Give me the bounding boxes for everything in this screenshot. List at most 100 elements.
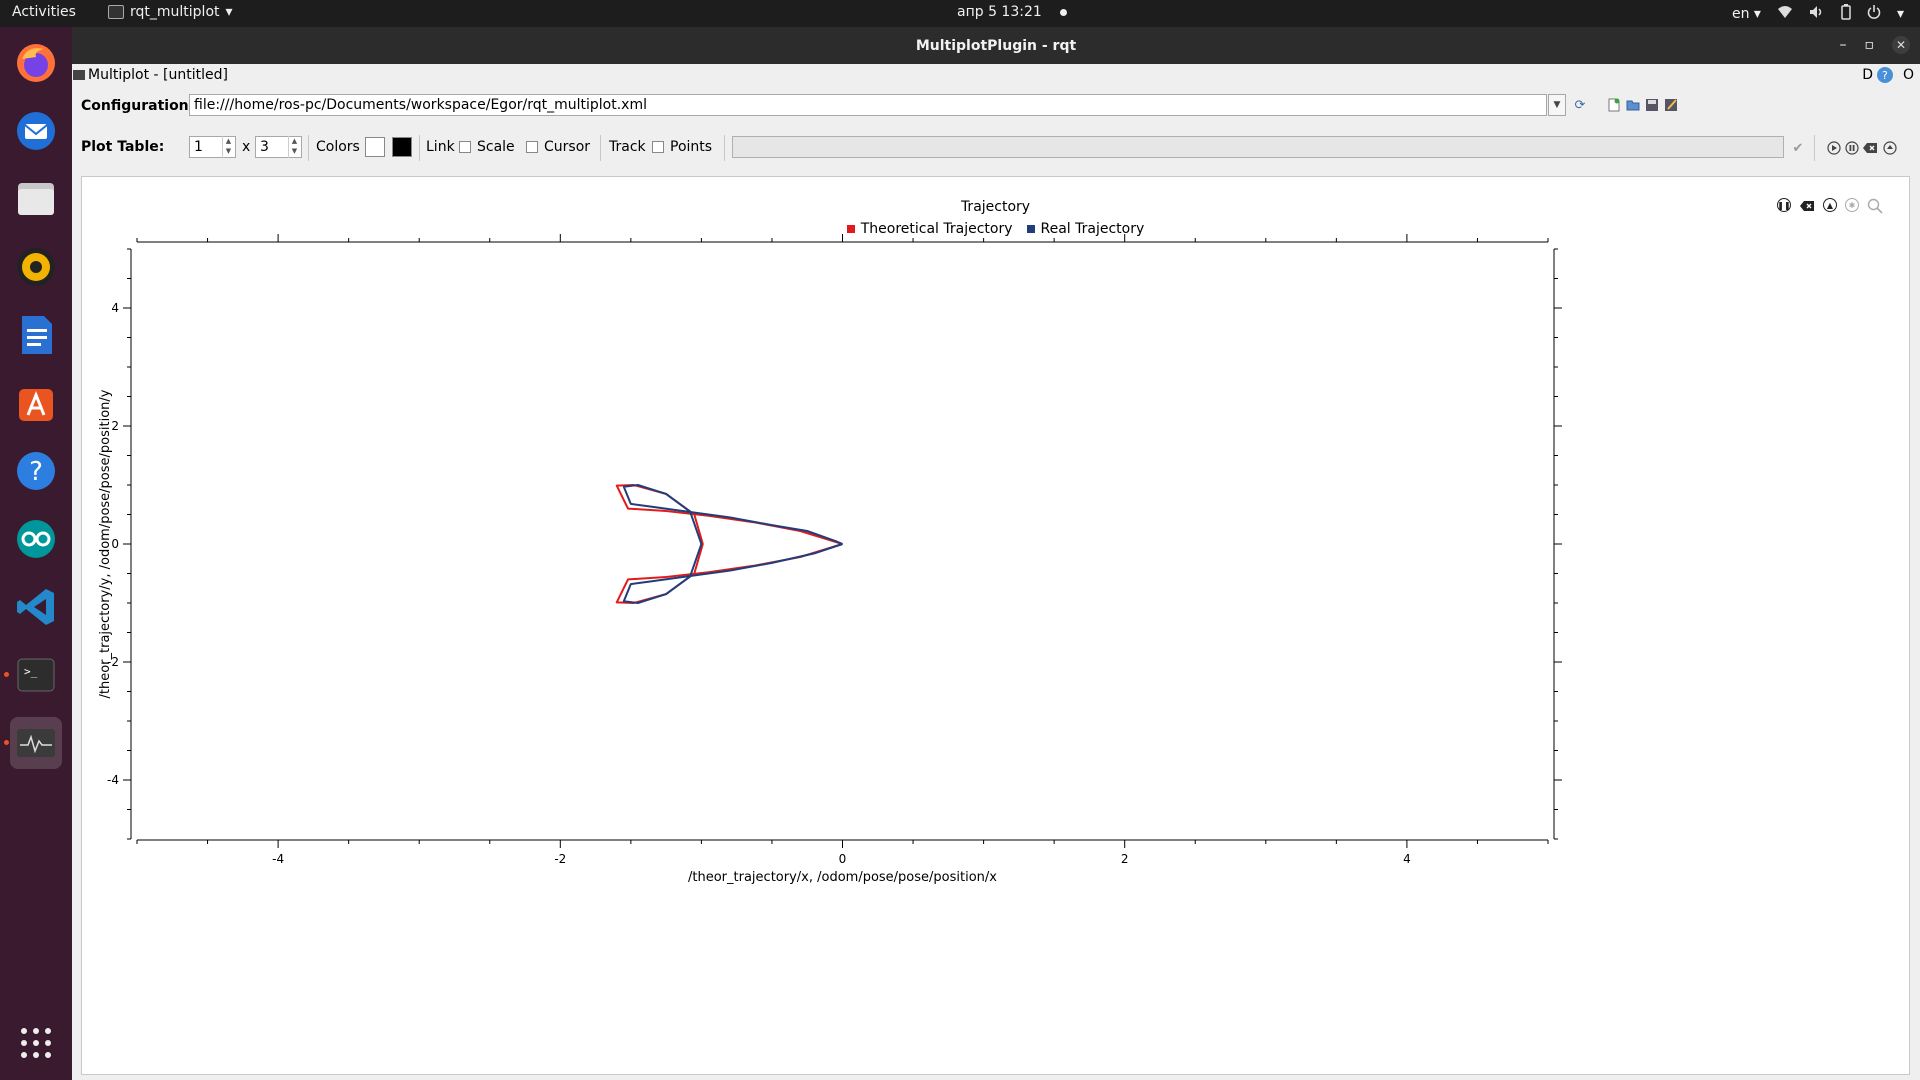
app-menu-label: rqt_multiplot [130, 4, 220, 20]
pause-plot-icon[interactable]: ❚❚ [1777, 198, 1791, 212]
zoom-plot-icon[interactable] [1867, 198, 1883, 218]
trajectory-chart[interactable]: -4 -2 0 2 4 -4 -2 0 2 4/theor_trajectory/x, /odom… [82, 177, 1909, 1074]
scale-label: Scale [477, 139, 515, 155]
notification-dot-icon [1059, 8, 1067, 16]
battery-icon[interactable] [1841, 4, 1851, 24]
settings-plot-icon[interactable]: ✱ [1845, 198, 1859, 212]
open-config-icon[interactable] [1625, 97, 1641, 113]
close-dockwidget-button[interactable]: O [1902, 67, 1914, 83]
legend-swatch [846, 225, 855, 233]
cursor-checkbox[interactable] [526, 141, 538, 153]
dockwidget-titlebar: Multiplot - [untitled] D ? O [72, 65, 1920, 85]
system-tray: en ▾ ▾ [1732, 4, 1904, 24]
dockwidget-title: Multiplot - [untitled] [88, 67, 228, 83]
clock[interactable]: апр 5 13:21 [957, 4, 1067, 20]
pause-all-icon[interactable] [1844, 140, 1860, 156]
network-icon[interactable] [1777, 5, 1793, 23]
separator [419, 135, 420, 161]
window-title: MultiplotPlugin - rqt [915, 37, 1077, 54]
y-tick-label: 4 [111, 301, 119, 315]
writer-icon[interactable] [10, 309, 62, 361]
checkmark-icon[interactable]: ✔ [1792, 140, 1804, 156]
activities-button[interactable]: Activities [12, 4, 76, 20]
minimize-icon[interactable]: – [1839, 37, 1847, 53]
x-tick-label: 0 [839, 852, 847, 866]
rows-spinbox-arrows[interactable]: ▲ ▼ [222, 136, 234, 158]
y-axis-title: /theor_trajectory/y, /odom/pose/pose/pos… [98, 389, 113, 698]
clock-label: апр 5 13:21 [957, 4, 1042, 20]
dock-toggle-button[interactable]: D [1862, 67, 1873, 83]
plot-toolbar: ❚❚ ▲ ✱ [1777, 198, 1883, 218]
save-config-icon[interactable] [1644, 97, 1660, 113]
system-top-bar: Activities rqt_multiplot ▾ апр 5 13:21 e… [0, 0, 1920, 27]
x-tick-label: -4 [272, 852, 284, 866]
clear-plot-icon[interactable] [1799, 198, 1815, 218]
export-all-icon[interactable] [1882, 140, 1898, 156]
link-label: Link [426, 139, 455, 155]
chevron-down-icon[interactable]: ▾ [1896, 6, 1904, 22]
cols-spinbox[interactable] [255, 136, 302, 158]
chevron-down-icon[interactable]: ▼ [1548, 94, 1566, 116]
volume-icon[interactable] [1809, 5, 1825, 23]
legend-label: Real Trajectory [1040, 221, 1145, 237]
show-applications-icon[interactable] [10, 1017, 62, 1069]
files-icon[interactable] [10, 173, 62, 225]
arduino-icon[interactable] [10, 513, 62, 565]
plot-table-row: Plot Table: ▲▼ x ▲▼ Colors Link Scale Cu… [72, 133, 1920, 163]
window-titlebar[interactable]: MultiplotPlugin - rqt – ▫ ✕ [72, 27, 1920, 64]
vscode-icon[interactable] [10, 581, 62, 633]
points-label: Points [670, 139, 713, 155]
language-indicator[interactable]: en ▾ [1731, 6, 1761, 22]
running-indicator [4, 672, 9, 677]
close-icon[interactable]: ✕ [1892, 36, 1910, 54]
y-tick-label: -2 [107, 655, 119, 669]
legend-item-real[interactable]: Real Trajectory [1026, 221, 1145, 237]
configuration-input[interactable] [189, 94, 1547, 116]
clear-all-icon[interactable] [1862, 140, 1878, 156]
terminal-icon[interactable]: >_ [4, 649, 62, 701]
chevron-down-icon: ▾ [225, 4, 233, 20]
help-button[interactable]: ? [1876, 67, 1893, 83]
export-progress-bar [732, 136, 1784, 158]
y-tick-label: 2 [111, 419, 119, 433]
plot-widget: Trajectory Theoretical Trajectory Real T… [81, 176, 1910, 1075]
scale-checkbox[interactable] [459, 141, 471, 153]
background-color-button[interactable] [365, 137, 385, 157]
cols-spinbox-arrows[interactable]: ▲ ▼ [288, 136, 300, 158]
export-plot-icon[interactable]: ▲ [1823, 198, 1837, 212]
reload-config-icon[interactable]: ⟳ [1574, 97, 1586, 113]
rqt-multiplot-dock-icon[interactable] [4, 717, 62, 769]
software-center-icon[interactable] [10, 377, 62, 429]
x-axis-title: /theor_trajectory/x, /odom/pose/pose/pos… [688, 870, 997, 885]
legend-swatch [1026, 225, 1035, 233]
thunderbird-icon[interactable] [10, 105, 62, 157]
firefox-icon[interactable] [10, 37, 62, 89]
running-indicator [4, 740, 9, 745]
rqt-window: MultiplotPlugin - rqt – ▫ ✕ Multiplot - … [72, 27, 1920, 1080]
legend-item-theoretical[interactable]: Theoretical Trajectory [846, 221, 1013, 237]
points-checkbox[interactable] [652, 141, 664, 153]
app-window-icon [108, 5, 124, 19]
rows-spinbox[interactable] [189, 136, 236, 158]
x-tick-label: 2 [1121, 852, 1129, 866]
power-icon[interactable] [1867, 5, 1881, 23]
series-line-0 [615, 484, 843, 604]
separator [308, 135, 309, 161]
run-all-icon[interactable] [1826, 140, 1842, 156]
plot-title[interactable]: Trajectory [960, 199, 1031, 215]
new-config-icon[interactable] [1606, 97, 1622, 113]
rhythmbox-icon[interactable] [10, 241, 62, 293]
help-icon[interactable]: ? [10, 445, 62, 497]
x-tick-label: 4 [1403, 852, 1411, 866]
separator [1814, 135, 1815, 161]
app-menu[interactable]: rqt_multiplot ▾ [108, 4, 233, 20]
foreground-color-button[interactable] [392, 137, 412, 157]
plugin-icon [73, 70, 85, 80]
separator [600, 135, 601, 161]
svg-text:>_: >_ [24, 665, 38, 678]
application-dock: ? >_ [0, 27, 72, 1080]
maximize-icon[interactable]: ▫ [1864, 37, 1875, 53]
plot-legend: Theoretical Trajectory Real Trajectory [82, 221, 1909, 237]
save-as-config-icon[interactable] [1663, 97, 1679, 113]
svg-text:?: ? [29, 457, 43, 487]
